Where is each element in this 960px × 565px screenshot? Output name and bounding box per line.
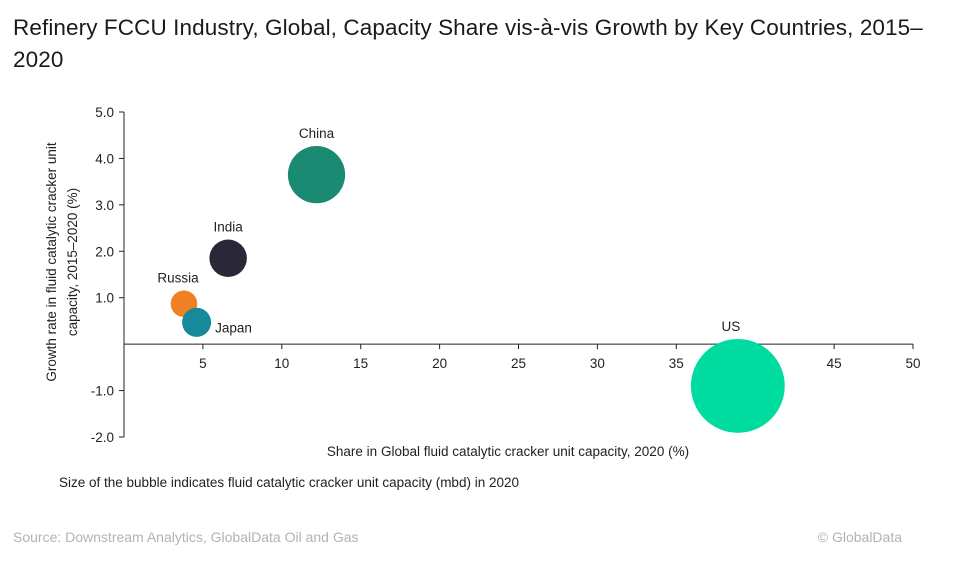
x-tick-label: 10 [274, 356, 289, 371]
x-tick-label: 15 [353, 356, 368, 371]
bubble-size-note: Size of the bubble indicates fluid catal… [59, 475, 519, 490]
y-tick-label: 4.0 [95, 151, 114, 166]
x-axis-label: Share in Global fluid catalytic cracker … [327, 444, 689, 459]
bubble-india [209, 239, 247, 277]
chart-title: Refinery FCCU Industry, Global, Capacity… [13, 15, 923, 72]
bubble-label-japan: Japan [215, 320, 252, 335]
bubble-label-russia: Russia [157, 270, 199, 285]
bubble-china [287, 146, 346, 204]
x-tick-label: 5 [199, 356, 207, 371]
y-tick-label: 1.0 [95, 291, 114, 306]
bubble-us [690, 339, 785, 433]
y-tick-label: -1.0 [91, 384, 114, 399]
x-tick-label: 30 [590, 356, 605, 371]
bubble-labels: China India Russia Japan US [157, 126, 740, 335]
bubble-japan [182, 307, 212, 337]
bubble-label-us: US [721, 319, 740, 334]
axes: -2.0-1.01.02.03.04.05.051015202530354045… [91, 105, 921, 445]
y-tick-label: 3.0 [95, 198, 114, 213]
x-tick-label: 20 [432, 356, 447, 371]
bubble-label-india: India [214, 220, 244, 235]
y-axis-label-line-1: Growth rate in fluid catalytic cracker u… [44, 142, 59, 382]
y-tick-label: -2.0 [91, 430, 114, 445]
bubbles [170, 146, 785, 433]
y-tick-label: 2.0 [95, 244, 114, 259]
bubble-label-china: China [299, 126, 335, 141]
y-axis-label-line-2: capacity, 2015–2020 (%) [65, 188, 80, 336]
y-tick-label: 5.0 [95, 105, 114, 120]
x-tick-label: 50 [905, 356, 920, 371]
x-tick-label: 45 [827, 356, 842, 371]
x-tick-label: 35 [669, 356, 684, 371]
x-tick-label: 25 [511, 356, 526, 371]
source-note: Source: Downstream Analytics, GlobalData… [13, 529, 359, 545]
copyright: © GlobalData [817, 529, 902, 545]
